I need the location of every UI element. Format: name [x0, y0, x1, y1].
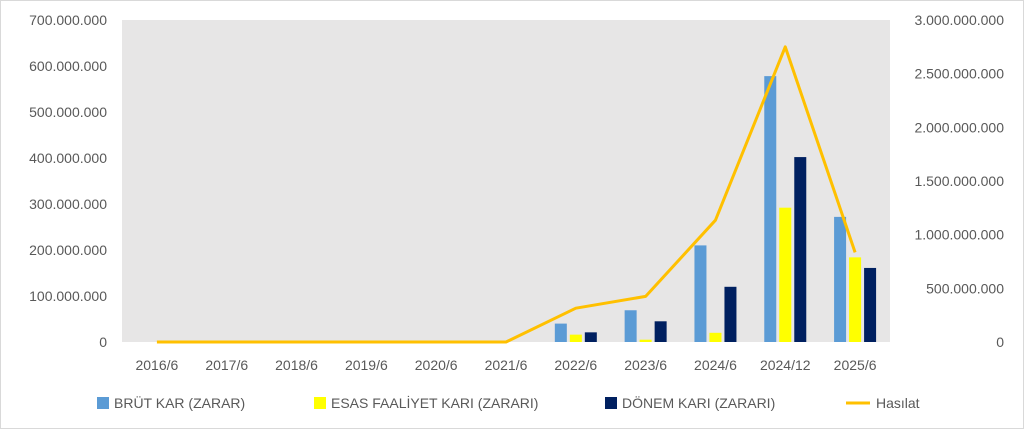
- bar: [624, 310, 637, 342]
- left-tick-label: 300.000.000: [29, 196, 107, 212]
- x-tick-label: 2018/6: [275, 357, 318, 373]
- legend-label: DÖNEM KARI (ZARARI): [622, 394, 775, 411]
- line-series-group: [156, 45, 857, 344]
- left-tick-label: 0: [99, 334, 107, 350]
- left-tick-label: 100.000.000: [29, 288, 107, 304]
- bar: [849, 257, 862, 342]
- left-tick-label: 700.000.000: [29, 12, 107, 28]
- x-tick-label: 2023/6: [624, 357, 667, 373]
- right-tick-label: 2.000.000.000: [914, 119, 1004, 135]
- x-axis: 2016/6 2017/6 2018/6 2019/6 2020/6 2021/6 2022…: [135, 357, 876, 373]
- left-tick-label: 600.000.000: [29, 58, 107, 74]
- bar: [639, 339, 652, 342]
- left-tick-label: 400.000.000: [29, 150, 107, 166]
- bar: [794, 157, 807, 342]
- bar: [694, 245, 707, 342]
- bar: [554, 323, 567, 342]
- x-tick-label: 2022/6: [554, 357, 597, 373]
- legend-label: BRÜT KAR (ZARAR): [114, 394, 245, 411]
- right-tick-label: 3.000.000.000: [914, 12, 1004, 28]
- bar-series-group: [554, 76, 877, 343]
- bar: [654, 321, 667, 342]
- legend-swatch: [97, 397, 109, 409]
- right-tick-label: 0: [996, 334, 1004, 350]
- right-tick-label: 1.500.000.000: [914, 173, 1004, 189]
- x-tick-label: 2021/6: [485, 357, 528, 373]
- right-tick-label: 2.500.000.000: [914, 66, 1004, 82]
- right-tick-label: 500.000.000: [926, 280, 1004, 296]
- bar: [864, 267, 877, 342]
- right-tick-label: 1.000.000.000: [914, 227, 1004, 243]
- bar: [779, 207, 792, 342]
- left-tick-label: 200.000.000: [29, 242, 107, 258]
- legend-swatch: [314, 397, 326, 409]
- bar: [834, 216, 847, 342]
- x-tick-label: 2016/6: [135, 357, 178, 373]
- plot-area: [122, 20, 890, 342]
- legend: BRÜT KAR (ZARAR) ESAS FAALİYET KARI (ZARA…: [97, 394, 920, 411]
- legend-swatch: [605, 397, 617, 409]
- bar: [709, 332, 722, 342]
- left-tick-label: 500.000.000: [29, 104, 107, 120]
- x-tick-label: 2025/6: [834, 357, 877, 373]
- legend-label: ESAS FAALİYET KARI (ZARARI): [331, 394, 538, 411]
- x-tick-label: 2020/6: [415, 357, 458, 373]
- bar: [764, 76, 777, 343]
- x-tick-label: 2017/6: [205, 357, 248, 373]
- bar: [724, 286, 737, 342]
- x-tick-label: 2019/6: [345, 357, 388, 373]
- bar: [569, 334, 582, 342]
- bar: [584, 332, 597, 342]
- x-tick-label: 2024/12: [760, 357, 811, 373]
- left-axis: 0 100.000.000 200.000.000 300.000.000 400.00…: [29, 12, 107, 350]
- right-axis: 0 500.000.000 1.000.000.000 1.500.000.000 2.…: [914, 12, 1004, 350]
- legend-label: Hasılat: [876, 395, 920, 411]
- x-tick-label: 2024/6: [694, 357, 737, 373]
- series-line: [156, 45, 857, 344]
